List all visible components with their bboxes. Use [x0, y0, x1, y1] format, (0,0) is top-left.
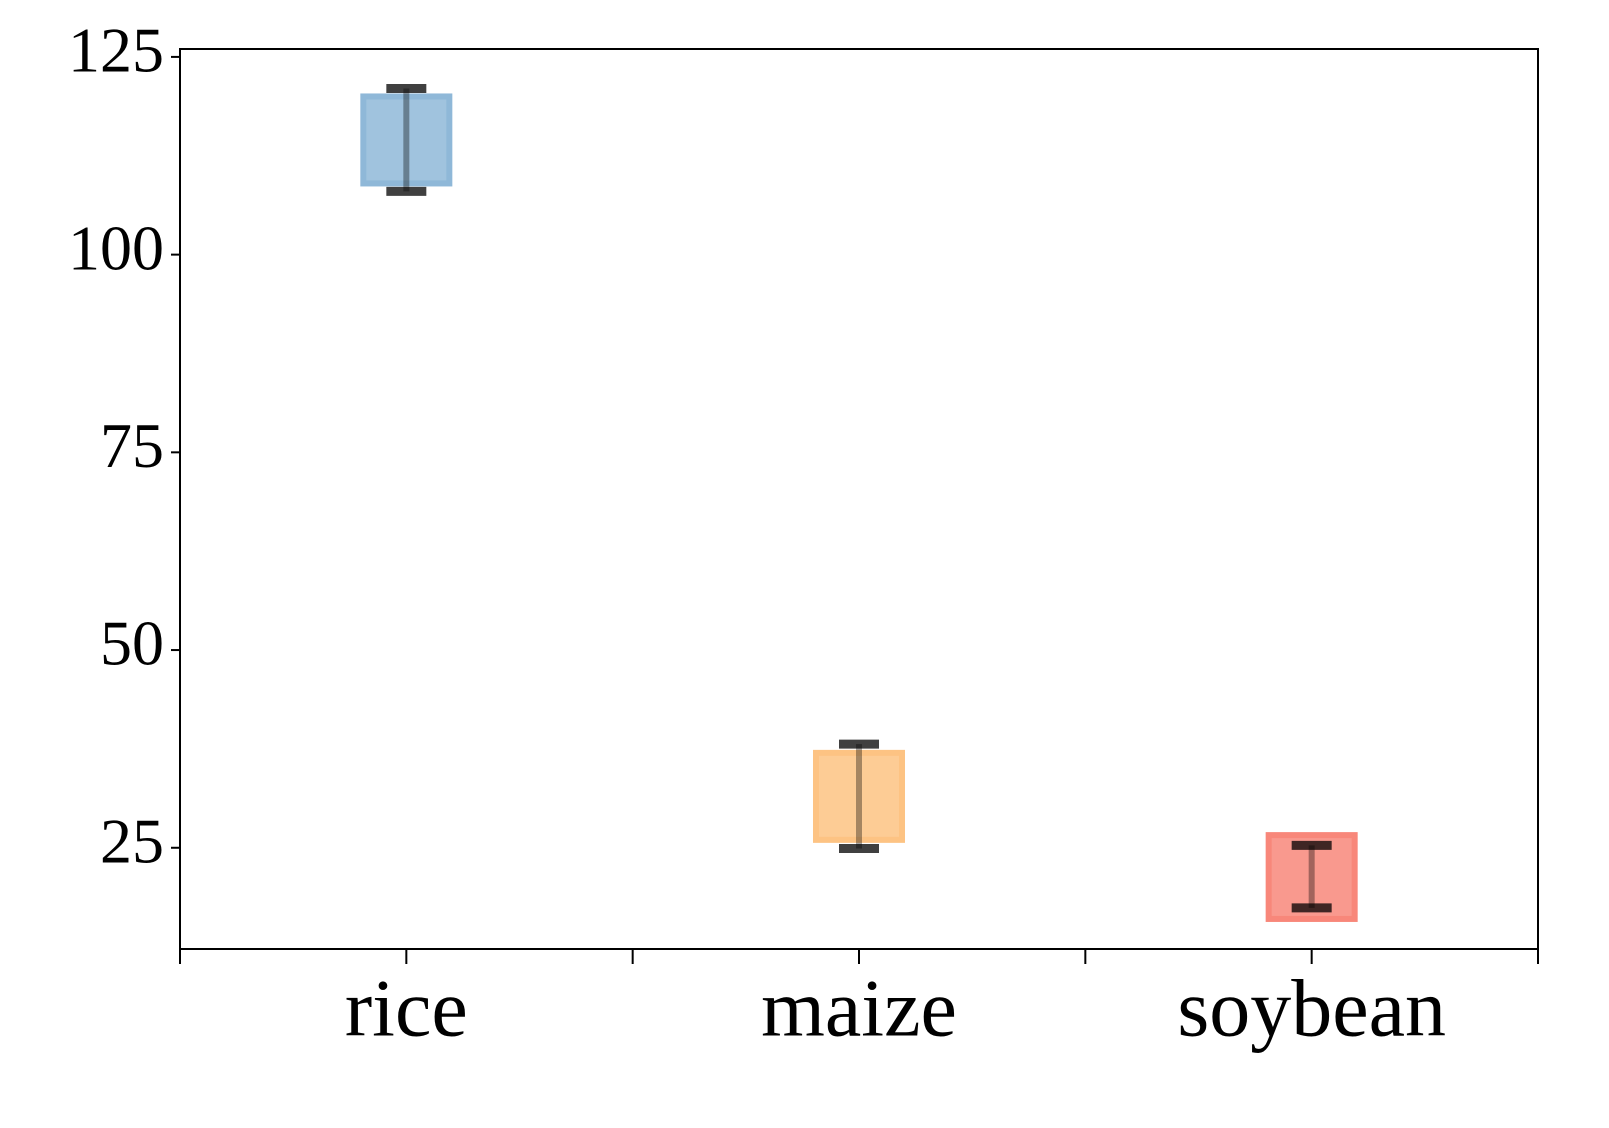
x-tick-label: rice	[345, 962, 468, 1053]
y-tick-label: 100	[68, 212, 164, 283]
box	[360, 93, 453, 187]
y-tick-label: 50	[100, 608, 164, 679]
y-tick-label: 25	[100, 805, 164, 876]
box	[812, 749, 906, 843]
y-tick-label: 75	[100, 410, 164, 481]
x-tick-label: maize	[761, 962, 957, 1053]
y-tick-label: 125	[68, 15, 164, 86]
x-tick-label: soybean	[1177, 962, 1446, 1053]
